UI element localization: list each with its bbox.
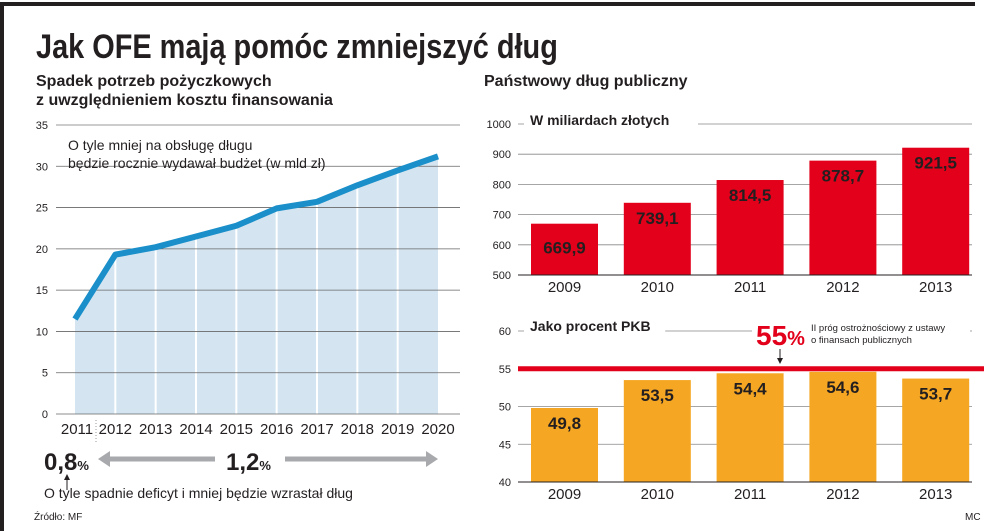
y-tick-label: 1000 <box>487 119 511 131</box>
unit: % <box>259 458 271 473</box>
threshold-pointer-head <box>777 358 783 364</box>
pkb-bar-chart: 40 45 50 55 60 Jako procent PKB 49,8 2009 53,5 20… <box>499 317 984 503</box>
arrow-left-head <box>98 451 110 467</box>
unit: % <box>787 328 805 350</box>
y-tick-label: 30 <box>36 161 48 173</box>
left-chart-title-2: z uwzględnieniem kosztu finansowania <box>36 92 333 109</box>
bar-value-label: 49,8 <box>548 414 581 433</box>
unit: % <box>77 458 89 473</box>
x-tick-label: 2012 <box>99 421 132 438</box>
right-section-title: Państwowy dług publiczny <box>484 73 688 90</box>
bar-value-label: 54,4 <box>734 379 768 398</box>
y-tick-label: 10 <box>36 326 48 338</box>
y-tick-label: 20 <box>36 244 48 256</box>
x-tick-label: 2013 <box>139 421 172 438</box>
y-tick-label: 60 <box>499 326 511 338</box>
x-tick-label: 2013 <box>919 279 952 296</box>
title-bg <box>524 317 666 335</box>
threshold-note: II próg ostrożnościowy z ustawy <box>811 323 945 334</box>
chart-title: Jako procent PKB <box>530 318 651 334</box>
x-tick-label: 2010 <box>641 279 674 296</box>
y-tick-label: 600 <box>493 240 511 252</box>
x-tick-label: 2010 <box>641 486 674 503</box>
bar-value-label: 53,7 <box>919 385 952 404</box>
main-title: Jak OFE mają pomóc zmniejszyć dług <box>36 27 558 66</box>
bar-value-label: 54,6 <box>826 378 859 397</box>
label-bg <box>215 445 285 473</box>
x-tick-label: 2016 <box>260 421 293 438</box>
x-tick-label: 2015 <box>220 421 253 438</box>
credit: MC <box>965 512 981 523</box>
y-tick-label: 35 <box>36 120 48 132</box>
bar-value-label: 921,5 <box>914 154 957 173</box>
x-tick-label: 2013 <box>919 486 952 503</box>
bar-value-label: 814,5 <box>729 186 772 205</box>
pointer-head <box>64 474 70 480</box>
bar-2013 <box>902 378 970 482</box>
y-tick-label: 15 <box>36 285 48 297</box>
x-tick-label: 2020 <box>421 421 454 438</box>
bar-2009 <box>531 223 598 275</box>
x-tick-label: 2018 <box>341 421 374 438</box>
x-tick-label: 2011 <box>734 279 766 296</box>
bar-2012 <box>809 160 877 275</box>
debt-bar-chart: 500 600 700 800 900 1000 W miliardach złotych 6… <box>487 111 972 296</box>
x-tick-label: 2012 <box>826 486 859 503</box>
y-tick-label: 25 <box>36 203 48 215</box>
bar-2012 <box>809 371 877 482</box>
y-tick-label: 45 <box>499 439 511 451</box>
y-tick-label: 40 <box>499 477 511 489</box>
bar-value-label: 53,5 <box>641 386 674 405</box>
x-tick-label: 2017 <box>300 421 333 438</box>
chart-title: W miliardach złotych <box>530 112 669 128</box>
y-tick-label: 55 <box>499 364 511 376</box>
bar-value-label: 739,1 <box>636 209 679 228</box>
title-bg <box>524 111 698 129</box>
y-tick-label: 50 <box>499 402 511 414</box>
y-tick-label: 700 <box>493 210 511 222</box>
threshold-note: o finansach publicznych <box>811 335 912 346</box>
y-tick-label: 800 <box>493 179 511 191</box>
threshold-label-bg <box>752 318 970 350</box>
bar-2010 <box>623 202 691 275</box>
x-tick-label: 2009 <box>548 279 581 296</box>
deficit-2011-value: 0,8% <box>44 449 89 476</box>
bar-value-label: 878,7 <box>822 167 865 186</box>
bar-2011 <box>716 180 784 275</box>
x-tick-label: 2011 <box>734 486 766 503</box>
bar-2013 <box>902 147 970 275</box>
left-chart-title-1: Spadek potrzeb pożyczkowych <box>36 73 272 90</box>
annotation-line: będzie rocznie wydawał budżet (w mld zł) <box>68 155 326 171</box>
footnote-text: O tyle spadnie deficyt i mniej będzie wz… <box>44 485 353 501</box>
y-tick-label: 900 <box>493 149 511 161</box>
y-tick-label: 5 <box>42 368 48 380</box>
y-tick-label: 0 <box>42 409 48 421</box>
left-chart: 0 5 10 15 20 25 30 35 2011 2012 2013 2014 2015 2016 20… <box>36 120 460 501</box>
arrow-right-head <box>426 451 438 467</box>
data-line <box>72 153 439 321</box>
x-tick-label: 2012 <box>826 279 859 296</box>
bar-2010 <box>623 380 691 482</box>
deficit-rest-value: 1,2% <box>226 449 271 476</box>
x-tick-label: 2011 <box>61 421 93 438</box>
y-tick-label: 500 <box>493 270 511 282</box>
x-tick-label: 2014 <box>179 421 212 438</box>
x-tick-label: 2009 <box>548 486 581 503</box>
annotation-line: O tyle mniej na obsługę długu <box>68 137 252 153</box>
bar-value-label: 669,9 <box>543 239 586 258</box>
source-note: Źródło: MF <box>34 510 82 523</box>
bar-2009 <box>531 408 598 482</box>
x-tick-label: 2019 <box>381 421 414 438</box>
area-fill <box>75 156 438 414</box>
bar-2011 <box>716 373 784 482</box>
